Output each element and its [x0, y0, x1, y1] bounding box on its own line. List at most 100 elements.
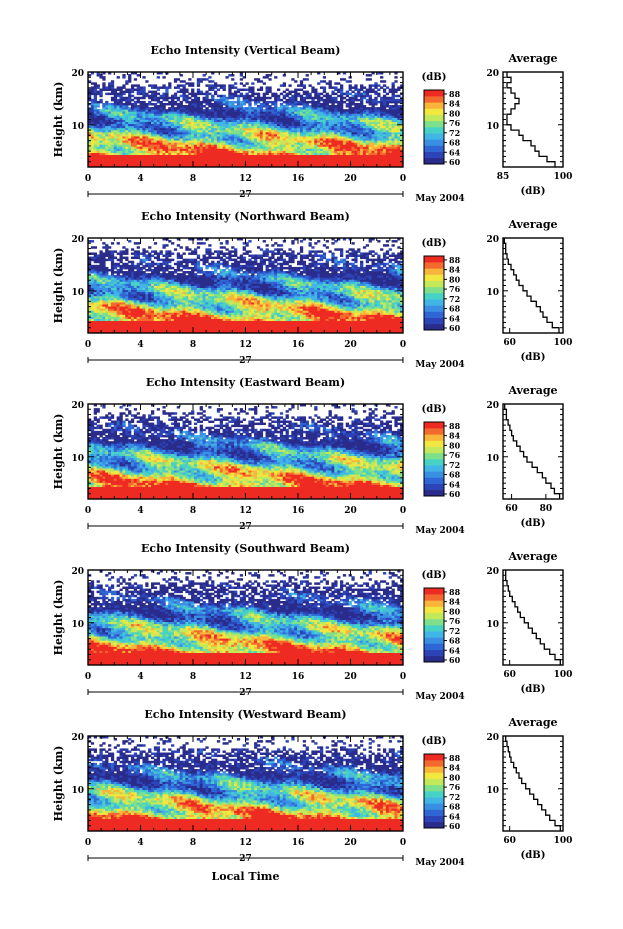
heatmap-cell [211, 103, 214, 105]
heatmap-cell [200, 78, 203, 80]
heatmap-cell [340, 84, 343, 86]
heatmap-cell [372, 84, 375, 86]
heatmap-cell [131, 84, 134, 86]
heatmap-cell [337, 95, 340, 97]
average-frame [503, 72, 563, 167]
x-tick-label: 12 [239, 174, 252, 184]
heatmap-cell [231, 93, 234, 95]
heatmap-cell [160, 101, 163, 103]
heatmap [88, 72, 403, 167]
heatmap-cell [97, 91, 100, 93]
heatmap-cell [122, 103, 125, 105]
heatmap-cell [309, 101, 312, 103]
heatmap-cell [266, 101, 269, 103]
heatmap-cell [254, 78, 257, 80]
heatmap-cell [165, 109, 168, 111]
heatmap-cell [363, 91, 366, 93]
heatmap-cell [162, 93, 165, 95]
heatmap-cell [374, 97, 377, 99]
heatmap-cell [128, 74, 131, 76]
heatmap-cell [111, 97, 114, 99]
heatmap-cell [363, 86, 366, 88]
heatmap-cell [148, 91, 151, 93]
colorbar-swatch [424, 96, 444, 102]
heatmap-cell [271, 93, 274, 95]
heatmap-cell [286, 99, 289, 101]
average-y-tick-label: 20 [486, 69, 499, 79]
heatmap-cell [228, 74, 231, 76]
heatmap-cell [208, 99, 211, 101]
heatmap-cell [148, 95, 151, 97]
heatmap-cell [251, 82, 254, 84]
heatmap-cell [231, 101, 234, 103]
heatmap-cell [349, 80, 352, 82]
heatmap-cell [120, 86, 123, 88]
heatmap-cell [251, 86, 254, 88]
heatmap-cell [145, 93, 148, 95]
heatmap-cell [357, 103, 360, 105]
heatmap-cell [134, 89, 137, 91]
heatmap-cell [271, 101, 274, 103]
heatmap-cell [122, 97, 125, 99]
heatmap-cell [392, 82, 395, 84]
heatmap-cell [160, 95, 163, 97]
heatmap-cell [174, 86, 177, 88]
heatmap-cell [240, 89, 243, 91]
heatmap-cell [108, 103, 111, 105]
heatmap-cell [177, 97, 180, 99]
heatmap-cell [211, 80, 214, 82]
x-tick-label: 20 [344, 174, 357, 184]
heatmap-cell [266, 86, 269, 88]
heatmap-cell [263, 93, 266, 95]
heatmap-cell [205, 107, 208, 109]
heatmap-cell [263, 82, 266, 84]
heatmap-cell [117, 93, 120, 95]
heatmap-cell [274, 93, 277, 95]
heatmap-cell [334, 105, 337, 107]
heatmap-cell [142, 86, 145, 88]
heatmap-cell [234, 91, 237, 93]
heatmap-cell [234, 86, 237, 88]
heatmap-cell [334, 93, 337, 95]
heatmap-cell [151, 103, 154, 105]
x-tick-label: 0 [400, 174, 406, 184]
heatmap-cell [372, 89, 375, 91]
heatmap-cell [203, 74, 206, 76]
heatmap-cell [180, 101, 183, 103]
colorbar-tick-label: 80 [449, 108, 461, 118]
heatmap-cell [303, 78, 306, 80]
heatmap-cell [366, 78, 369, 80]
heatmap-cell [377, 89, 380, 91]
heatmap-cell [326, 82, 329, 84]
heatmap-cell [386, 109, 389, 111]
heatmap-cell [105, 93, 108, 95]
heatmap-cell [257, 105, 260, 107]
heatmap-cell [185, 105, 188, 107]
heatmap-cell [231, 84, 234, 86]
heatmap-cell [329, 105, 332, 107]
heatmap-cell [162, 76, 165, 78]
heatmap-cell [397, 99, 400, 101]
heatmap-cell [117, 76, 120, 78]
heatmap-cell [320, 103, 323, 105]
heatmap-cell [340, 78, 343, 80]
heatmap-cell [354, 93, 357, 95]
heatmap-cell [303, 97, 306, 99]
heatmap-cell [154, 84, 157, 86]
heatmap-cell [266, 97, 269, 99]
heatmap-cell [394, 80, 397, 82]
heatmap-cell [122, 84, 125, 86]
heatmap-cell [374, 91, 377, 93]
heatmap-cell [157, 105, 160, 107]
heatmap-cell [271, 107, 274, 109]
heatmap-cell [125, 89, 128, 91]
heatmap-cell [91, 82, 94, 84]
heatmap-cell [240, 101, 243, 103]
heatmap-cell [263, 76, 266, 78]
panel-title: Echo Intensity (Northward Beam) [141, 210, 350, 223]
heatmap-cell [294, 80, 297, 82]
heatmap-cell [260, 97, 263, 99]
heatmap-cell [171, 95, 174, 97]
heatmap-cell [191, 89, 194, 91]
